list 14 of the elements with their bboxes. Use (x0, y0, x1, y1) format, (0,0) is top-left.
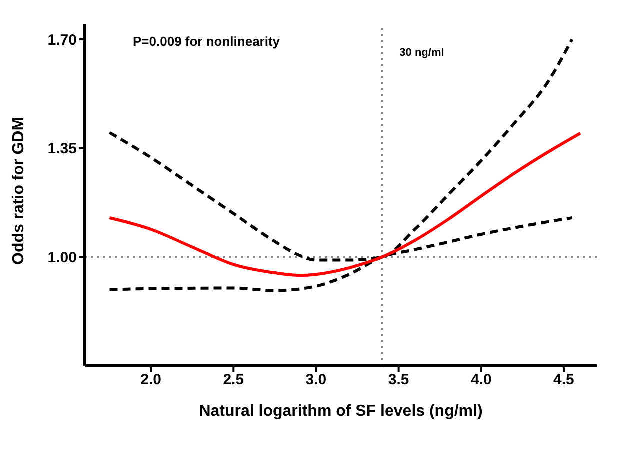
y-tick-label: 1.00 (48, 250, 77, 267)
annotation: P=0.009 for nonlinearity (133, 34, 280, 49)
x-axis-title: Natural logarithm of SF levels (ng/ml) (199, 403, 483, 420)
x-tick-label: 3.0 (306, 372, 327, 389)
line-series (108, 132, 582, 278)
x-tick-label: 4.0 (470, 372, 492, 389)
ref-line-label: 30 ng/ml (400, 46, 444, 59)
y-axis-title: Odds ratio for GDM (10, 117, 28, 265)
y-tick-label: 1.35 (48, 140, 77, 158)
x-tick-label: 3.5 (388, 372, 410, 389)
x-tick-label: 4.5 (554, 372, 574, 389)
x-tick-label: 2.0 (140, 372, 162, 389)
y-tick-label: 1.70 (48, 32, 77, 49)
x-tick-label: 2.5 (223, 372, 244, 389)
